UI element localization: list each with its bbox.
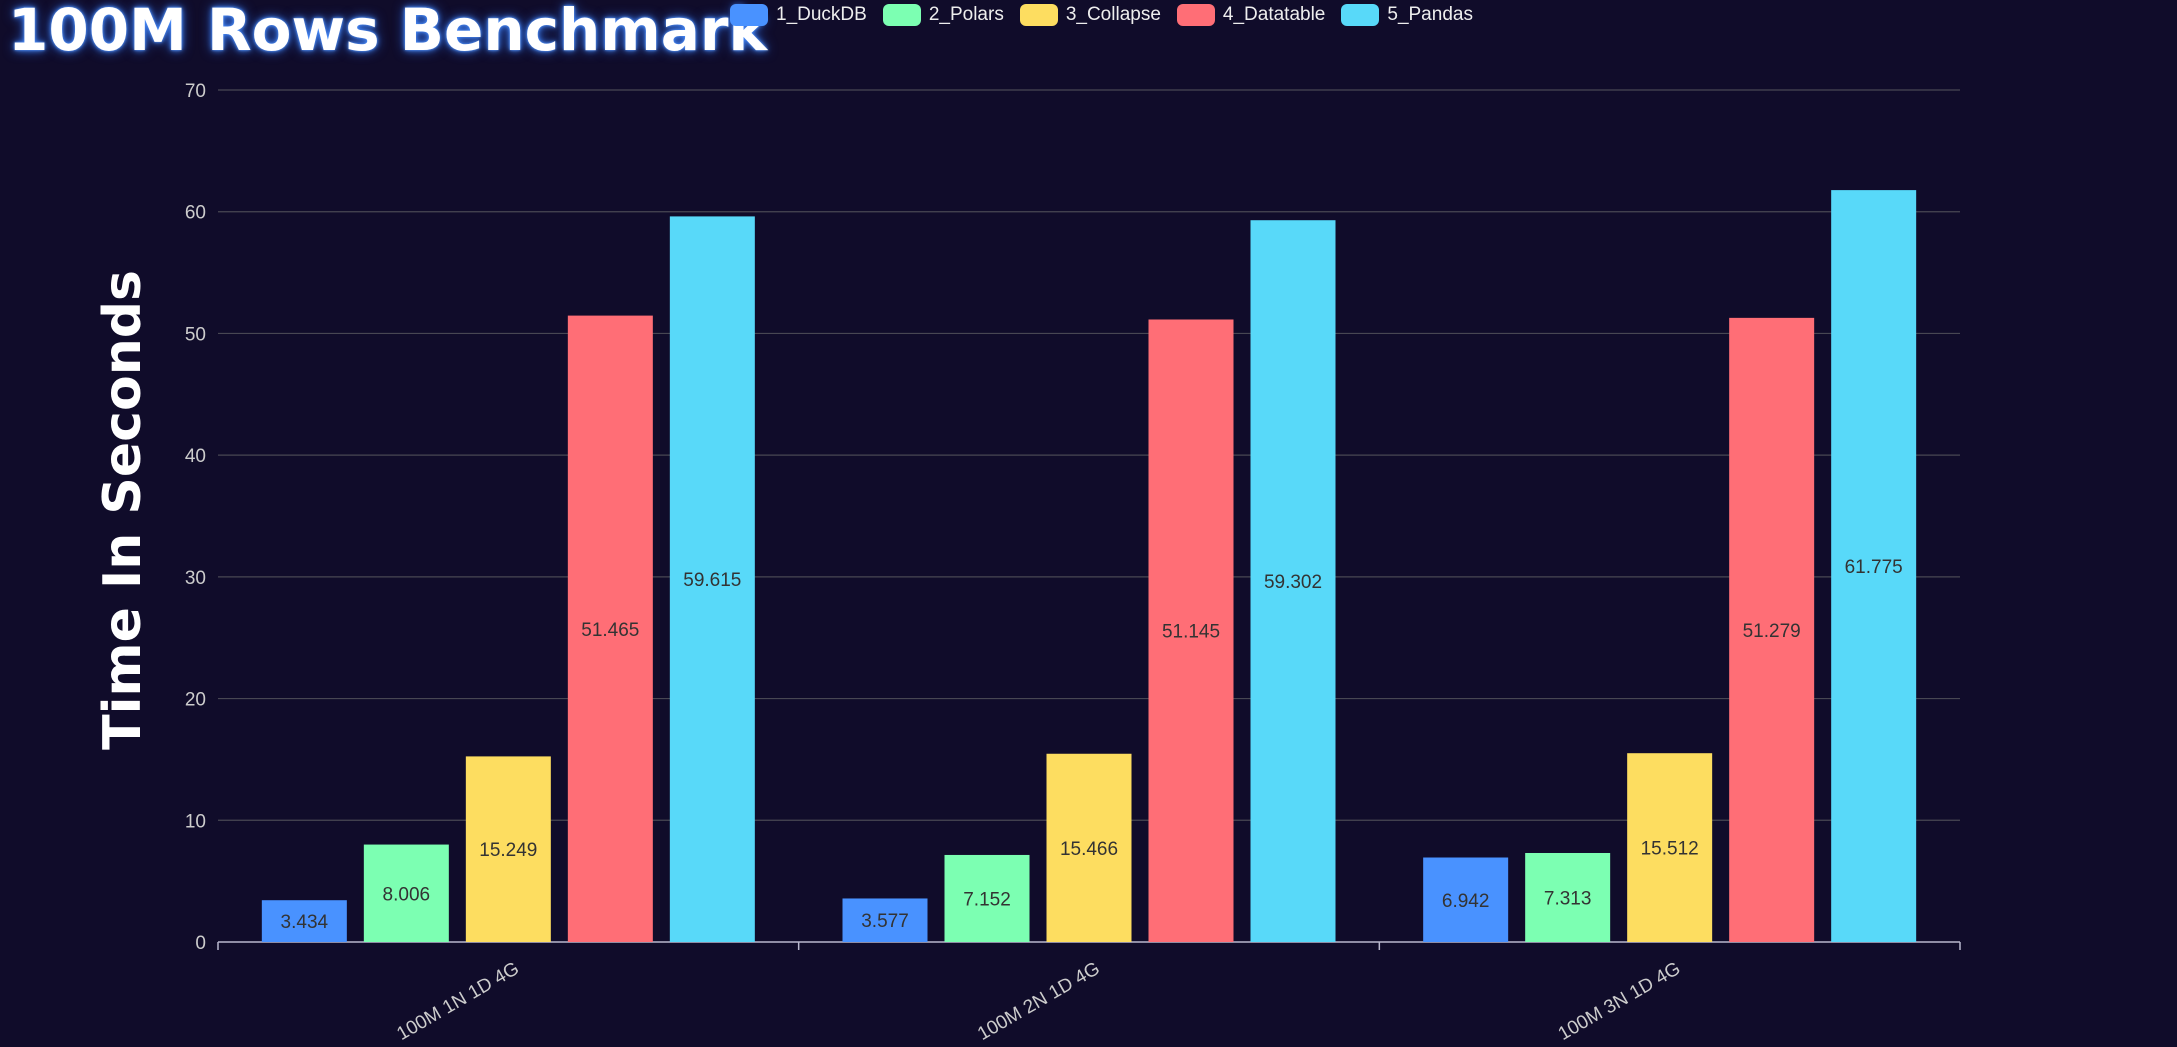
y-tick-label: 30 [185, 568, 206, 589]
chart-title: 100M Rows Benchmark [8, 0, 768, 64]
bar-data-label: 7.152 [963, 889, 1011, 910]
bar-data-label: 7.313 [1544, 888, 1592, 909]
x-tick-label: 100M 1N 1D 4G [393, 958, 522, 1045]
bar-data-label: 51.279 [1743, 621, 1801, 642]
legend-swatch [882, 4, 921, 26]
legend-swatch [1019, 4, 1058, 26]
x-tick-label: 100M 2N 1D 4G [974, 958, 1103, 1045]
bar-data-label: 15.466 [1060, 839, 1118, 860]
y-tick-label: 0 [195, 933, 206, 954]
legend-swatch [1341, 4, 1380, 26]
y-tick-label: 60 [185, 203, 206, 224]
y-axis-label: Time In Seconds [93, 270, 153, 750]
legend-item[interactable]: 1_DuckDB [730, 4, 867, 26]
legend-item[interactable]: 3_Collapse [1019, 4, 1161, 26]
legend-item[interactable]: 5_Pandas [1341, 4, 1473, 26]
bar[interactable] [1250, 220, 1336, 942]
grid-lines [218, 89, 1960, 821]
bar[interactable] [1046, 753, 1132, 942]
legend-label: 5_Pandas [1387, 4, 1473, 25]
legend-label: 4_Datatable [1222, 4, 1326, 25]
bar-data-label: 3.577 [861, 911, 909, 932]
y-tick-label: 70 [185, 81, 206, 102]
y-tick-label: 40 [185, 446, 206, 467]
legend-label: 3_Collapse [1065, 4, 1161, 25]
bar-data-label: 61.775 [1845, 557, 1903, 578]
bar[interactable] [1525, 852, 1611, 942]
bar[interactable] [567, 315, 653, 943]
legend-item[interactable]: 4_Datatable [1176, 4, 1326, 26]
bar[interactable] [363, 844, 449, 942]
legend-label: 1_DuckDB [776, 4, 867, 25]
bar[interactable] [669, 216, 755, 943]
bar[interactable] [1627, 753, 1713, 942]
bar[interactable] [261, 900, 347, 942]
legend-swatch [730, 4, 768, 26]
bar-data-label: 15.249 [479, 840, 537, 861]
legend-label: 2_Polars [928, 4, 1004, 25]
bar[interactable] [1831, 190, 1917, 943]
y-tick-label: 20 [185, 690, 206, 711]
bar-data-label: 15.512 [1641, 839, 1699, 860]
bar[interactable] [944, 854, 1030, 942]
bar-data-label: 8.006 [383, 884, 431, 905]
bar-data-label: 59.615 [683, 570, 741, 591]
bar[interactable] [1423, 857, 1509, 942]
bar[interactable] [1148, 319, 1234, 942]
bar-data-label: 59.302 [1264, 572, 1322, 593]
legend: 1_DuckDB 2_Polars 3_Collapse 4_Datatable 5_P… [730, 4, 1489, 26]
legend-swatch [1176, 4, 1215, 26]
y-axis-ticks: 0 10 20 30 40 50 60 70 [185, 81, 206, 954]
y-tick-label: 10 [185, 811, 206, 832]
x-axis: 100M 1N 1D 4G 100M 2N 1D 4G 100M 3N 1D 4G [217, 941, 1961, 1045]
bar-data-label: 6.942 [1442, 891, 1490, 912]
bar[interactable] [465, 756, 551, 942]
x-tick-label: 100M 3N 1D 4G [1555, 958, 1684, 1045]
bars [261, 190, 1917, 943]
y-tick-label: 50 [185, 324, 206, 345]
legend-item[interactable]: 2_Polars [882, 4, 1004, 26]
bar[interactable] [842, 898, 928, 942]
bar[interactable] [1729, 317, 1815, 942]
bar-data-label: 51.145 [1162, 622, 1220, 643]
bar-data-label: 51.465 [581, 620, 639, 641]
bar-data-label: 3.434 [281, 912, 329, 933]
bar-labels: 3.434 8.006 15.249 51.465 59.615 3.577 7.152 15… [281, 557, 1903, 933]
